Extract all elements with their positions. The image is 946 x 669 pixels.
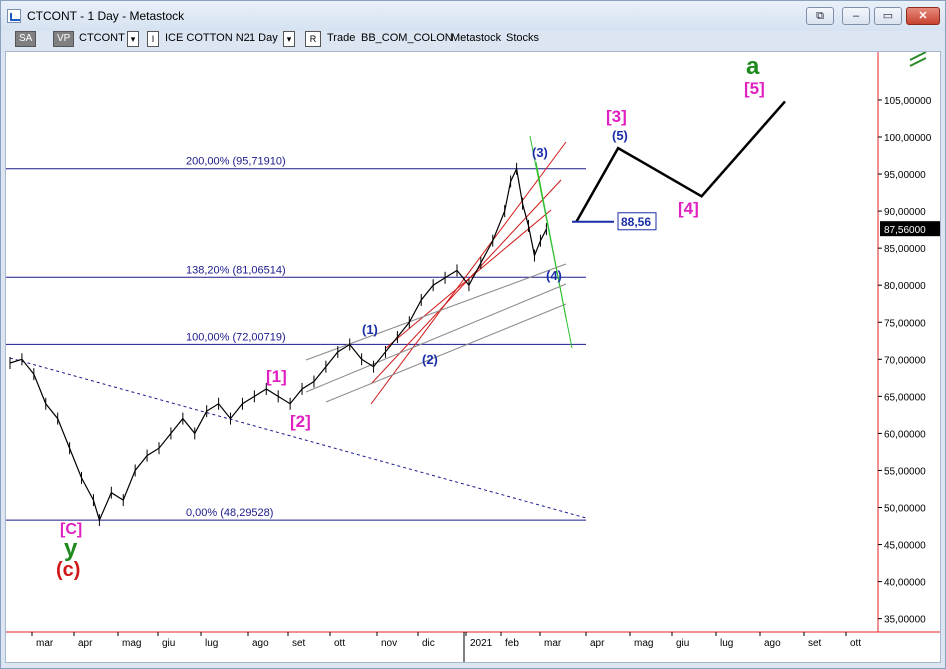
- wave-label: [4]: [678, 199, 699, 218]
- x-tick-label: feb: [505, 638, 519, 649]
- layout-icon[interactable]: [909, 52, 927, 67]
- y-tick-label: 85,00000: [884, 244, 926, 255]
- y-tick-label: 100,00000: [884, 133, 932, 144]
- x-tick-label: apr: [590, 638, 605, 649]
- window-title: CTCONT - 1 Day - Metastock: [27, 9, 185, 23]
- wave-label: (c): [56, 559, 80, 581]
- period-label: 1 Day: [249, 32, 278, 44]
- fib-level-label: 0,00% (48,29528): [186, 507, 273, 519]
- symbol-label: CTCONT: [79, 32, 125, 44]
- type-label: Stocks: [506, 32, 540, 44]
- x-tick-label: mar: [544, 638, 562, 649]
- x-tick-label: nov: [381, 638, 397, 649]
- wave-label: y: [64, 535, 78, 562]
- fib-level-label: 138,20% (81,06514): [186, 264, 286, 276]
- x-tick-label: dic: [422, 638, 435, 649]
- wave-label: (1): [362, 322, 378, 337]
- x-tick-label: ott: [850, 638, 861, 649]
- y-tick-label: 65,00000: [884, 392, 926, 403]
- y-tick-label: 95,00000: [884, 170, 926, 181]
- last-price-label: 87,56000: [884, 225, 926, 236]
- x-tick-label: set: [292, 638, 306, 649]
- title-bar[interactable]: CTCONT - 1 Day - Metastock ⧉ – ▭ ✕: [1, 1, 945, 31]
- y-tick-label: 80,00000: [884, 281, 926, 292]
- price-chart[interactable]: 105,00000 100,00000 95,00000 90,00000 85,000…: [6, 52, 940, 662]
- wave-label: a: [746, 53, 760, 80]
- y-tick-label: 60,00000: [884, 429, 926, 440]
- maximize-button[interactable]: ▭: [874, 7, 902, 25]
- last-price-tag: [880, 221, 940, 237]
- wave-label: [2]: [290, 412, 311, 431]
- fib-level-label: 100,00% (72,00719): [186, 331, 286, 343]
- y-tick-label: 35,00000: [884, 615, 926, 626]
- close-button[interactable]: ✕: [906, 7, 940, 25]
- app-icon[interactable]: [7, 9, 21, 23]
- sa-button[interactable]: SA: [15, 31, 37, 47]
- x-tick-label: mar: [36, 638, 54, 649]
- channel-line: [385, 209, 552, 349]
- x-tick-label: 2021: [470, 638, 493, 649]
- x-tick-label: lug: [720, 638, 733, 649]
- wave-label: (3): [532, 145, 548, 160]
- wave-label: [1]: [266, 367, 287, 386]
- wave-label: [3]: [606, 107, 627, 126]
- x-tick-label: ago: [252, 638, 269, 649]
- y-tick-label: 55,00000: [884, 466, 926, 477]
- channel-line: [305, 283, 567, 393]
- trendline-dotted: [9, 357, 587, 519]
- wave-label: (4): [546, 268, 562, 283]
- template-label: BB_COM_COLON: [361, 32, 453, 44]
- x-tick-label: mag: [634, 638, 653, 649]
- wave-label: (5): [612, 128, 628, 143]
- y-tick-label: 75,00000: [884, 318, 926, 329]
- y-tick-label: 40,00000: [884, 578, 926, 589]
- y-tick-label: 90,00000: [884, 207, 926, 218]
- restore-inner-button[interactable]: ⧉: [806, 7, 834, 25]
- channel-line: [305, 263, 567, 361]
- vp-button[interactable]: VP: [53, 31, 75, 47]
- x-tick-label: lug: [205, 638, 218, 649]
- chart-area[interactable]: 105,00000 100,00000 95,00000 90,00000 85,000…: [5, 51, 941, 663]
- x-tick-label: giu: [676, 638, 689, 649]
- chevron-down-icon[interactable]: ▾: [127, 31, 139, 47]
- fib-level-label: 200,00% (95,71910): [186, 156, 286, 168]
- wave-label: [C]: [60, 521, 82, 538]
- price-series: [9, 166, 547, 522]
- wave-label: (2): [422, 352, 438, 367]
- trade-label[interactable]: Trade: [327, 32, 356, 44]
- green-channel-line: [535, 161, 567, 319]
- minimize-button[interactable]: –: [842, 7, 870, 25]
- wave-label: [5]: [744, 79, 765, 98]
- x-tick-label: set: [808, 638, 822, 649]
- channel-line: [370, 141, 567, 405]
- channel-line: [325, 303, 567, 403]
- target-box: [617, 212, 657, 231]
- x-tick-label: giu: [162, 638, 175, 649]
- projection-path: [575, 100, 786, 223]
- y-tick-label: 50,00000: [884, 504, 926, 515]
- source-label: Metastock: [451, 32, 502, 44]
- target-label: 88,56: [621, 215, 651, 229]
- chart-toolbar: SA VP CTCONT ▾ I ICE COTTON N2 1 Day ▾ R…: [7, 31, 941, 49]
- r-button[interactable]: R: [305, 31, 321, 47]
- y-tick-label: 105,00000: [884, 96, 932, 107]
- name-button[interactable]: I: [147, 31, 159, 47]
- y-tick-label: 45,00000: [884, 541, 926, 552]
- x-tick-label: mag: [122, 638, 141, 649]
- instrument-label: ICE COTTON N2: [165, 32, 250, 44]
- x-tick-label: apr: [78, 638, 93, 649]
- x-tick-label: ago: [764, 638, 781, 649]
- y-tick-label: 70,00000: [884, 355, 926, 366]
- x-tick-label: ott: [334, 638, 345, 649]
- period-dropdown-button[interactable]: ▾: [283, 31, 295, 47]
